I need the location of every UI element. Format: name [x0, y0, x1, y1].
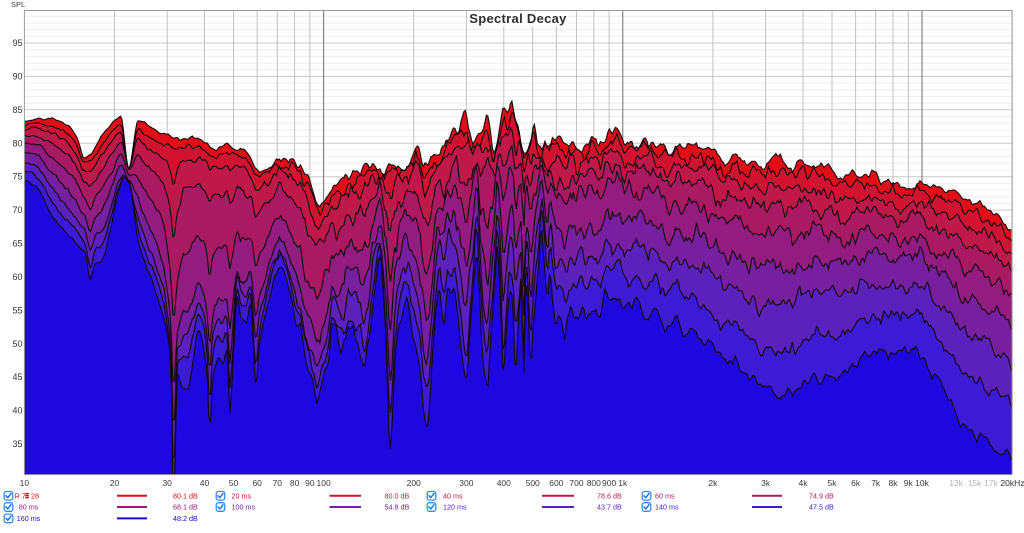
- svg-text:R 7: R 7: [15, 491, 26, 500]
- svg-text:20kHz: 20kHz: [1000, 478, 1024, 488]
- svg-text:300: 300: [459, 478, 473, 488]
- svg-text:65: 65: [12, 239, 22, 249]
- svg-text:SPL: SPL: [11, 0, 25, 9]
- svg-text:4k: 4k: [799, 478, 809, 488]
- svg-text:Spectral Decay: Spectral Decay: [469, 11, 567, 26]
- svg-text:50: 50: [12, 339, 22, 349]
- svg-text:20: 20: [110, 478, 120, 488]
- svg-text:80 ms: 80 ms: [19, 503, 39, 512]
- svg-text:20 ms: 20 ms: [232, 491, 252, 500]
- svg-text:500: 500: [526, 478, 540, 488]
- svg-text:80: 80: [290, 478, 300, 488]
- svg-text:60: 60: [252, 478, 262, 488]
- svg-text:700: 700: [569, 478, 583, 488]
- svg-text:54.8 dB: 54.8 dB: [385, 503, 410, 512]
- svg-text:80: 80: [12, 138, 22, 148]
- svg-text:1k: 1k: [618, 478, 628, 488]
- svg-text:35: 35: [12, 439, 22, 449]
- svg-text:120 ms: 120 ms: [443, 503, 467, 512]
- svg-text:100 ms: 100 ms: [232, 503, 256, 512]
- svg-text:900: 900: [602, 478, 616, 488]
- svg-text:400: 400: [497, 478, 511, 488]
- svg-text:50: 50: [229, 478, 239, 488]
- svg-text:60: 60: [12, 272, 22, 282]
- svg-text:47.5 dB: 47.5 dB: [809, 503, 834, 512]
- svg-text:55: 55: [12, 305, 22, 315]
- svg-text:15k: 15k: [968, 478, 982, 488]
- svg-text:8k: 8k: [889, 478, 899, 488]
- svg-text:28: 28: [31, 491, 39, 500]
- svg-text:68.1 dB: 68.1 dB: [173, 503, 198, 512]
- svg-text:13k: 13k: [949, 478, 963, 488]
- svg-text:70: 70: [273, 478, 283, 488]
- svg-text:90: 90: [12, 71, 22, 81]
- svg-text:43.7 dB: 43.7 dB: [597, 503, 622, 512]
- svg-text:17k: 17k: [984, 478, 998, 488]
- svg-text:45: 45: [12, 372, 22, 382]
- svg-text:78.6 dB: 78.6 dB: [597, 491, 622, 500]
- svg-text:95: 95: [12, 38, 22, 48]
- svg-text:140 ms: 140 ms: [655, 503, 679, 512]
- svg-text:10k: 10k: [915, 478, 929, 488]
- svg-text:3k: 3k: [761, 478, 771, 488]
- svg-text:100: 100: [317, 478, 331, 488]
- svg-text:40 ms: 40 ms: [443, 491, 463, 500]
- svg-text:30: 30: [162, 478, 172, 488]
- svg-text:9k: 9k: [904, 478, 914, 488]
- svg-text:80.0 dB: 80.0 dB: [385, 491, 410, 500]
- svg-text:75: 75: [12, 172, 22, 182]
- svg-text:48.2 dB: 48.2 dB: [173, 514, 198, 523]
- svg-text:6k: 6k: [851, 478, 861, 488]
- svg-text:80.1 dB: 80.1 dB: [173, 491, 198, 500]
- svg-text:74.9 dB: 74.9 dB: [809, 491, 834, 500]
- svg-text:90: 90: [305, 478, 315, 488]
- svg-text:85: 85: [12, 105, 22, 115]
- svg-text:7k: 7k: [871, 478, 881, 488]
- svg-text:2k: 2k: [708, 478, 718, 488]
- svg-text:10: 10: [20, 478, 30, 488]
- svg-text:40: 40: [200, 478, 210, 488]
- svg-text:800: 800: [587, 478, 601, 488]
- svg-text:40: 40: [12, 406, 22, 416]
- svg-text:5k: 5k: [828, 478, 838, 488]
- svg-text:160 ms: 160 ms: [17, 514, 41, 523]
- svg-text:70: 70: [12, 205, 22, 215]
- svg-text:200: 200: [407, 478, 421, 488]
- svg-text:600: 600: [549, 478, 563, 488]
- svg-text:60 ms: 60 ms: [655, 491, 675, 500]
